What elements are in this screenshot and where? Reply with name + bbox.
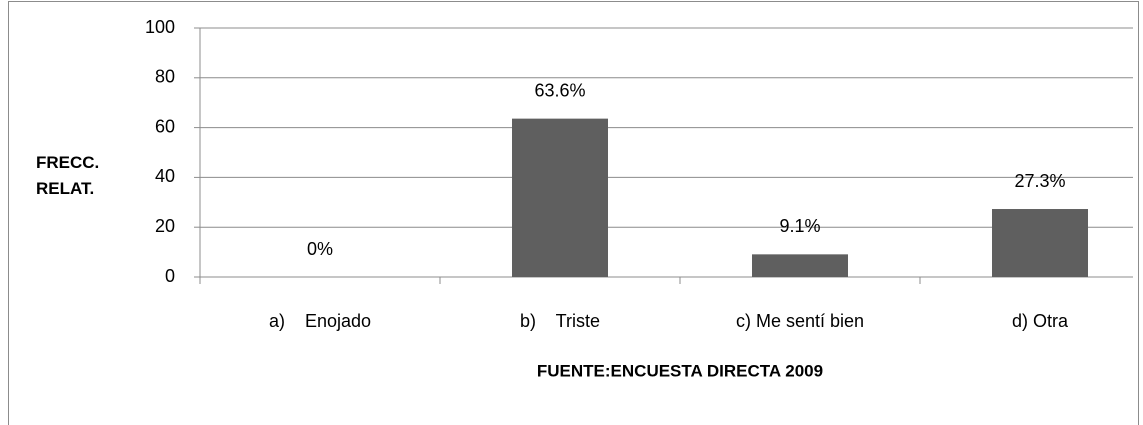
y-axis-label: FRECC. RELAT. bbox=[36, 153, 100, 198]
value-label: 0% bbox=[307, 239, 333, 259]
y-tick-label: 40 bbox=[155, 166, 175, 186]
x-tick-label: c) Me sentí bien bbox=[736, 311, 864, 331]
chart-border bbox=[8, 1, 1139, 425]
y-tick-label: 80 bbox=[155, 67, 175, 87]
bar bbox=[512, 118, 608, 277]
y-tick-label: 60 bbox=[155, 116, 175, 136]
bar bbox=[992, 209, 1088, 277]
y-tick-label: 20 bbox=[155, 216, 175, 236]
value-label: 63.6% bbox=[534, 80, 585, 100]
y-tick-label: 100 bbox=[145, 17, 175, 37]
x-tick-label: a) Enojado bbox=[269, 311, 371, 331]
x-tick-label: d) Otra bbox=[1012, 311, 1069, 331]
y-tick-label: 0 bbox=[165, 266, 175, 286]
value-label: 27.3% bbox=[1014, 171, 1065, 191]
x-axis-label: FUENTE:ENCUESTA DIRECTA 2009 bbox=[537, 361, 823, 380]
value-label: 9.1% bbox=[779, 216, 820, 236]
x-tick-label: b) Triste bbox=[520, 311, 600, 331]
bar bbox=[752, 254, 848, 277]
